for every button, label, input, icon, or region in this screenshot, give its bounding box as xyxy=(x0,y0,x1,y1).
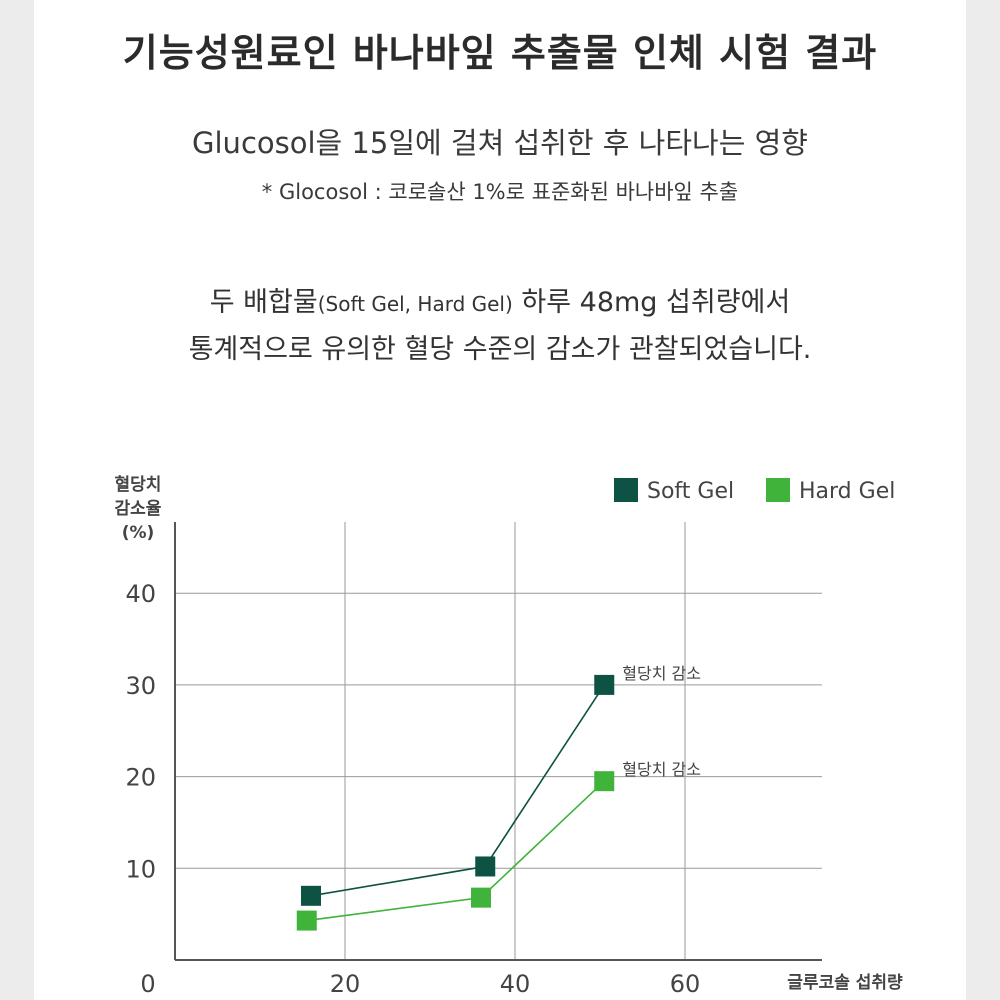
footnote: * Glocosol : 코로솔산 1%로 표준화된 바나바잎 추출 xyxy=(261,180,739,204)
series-annotation: 혈당치 감소 xyxy=(622,664,701,683)
legend-label: Soft Gel xyxy=(647,479,734,504)
data-point xyxy=(475,856,496,877)
legend-swatch xyxy=(614,478,638,502)
description-dose: 48mg xyxy=(579,287,658,318)
series-annotation: 혈당치 감소 xyxy=(622,760,701,779)
series-line xyxy=(306,780,605,922)
y-axis-label: 혈당치 xyxy=(115,474,162,495)
y-axis-label: (%) xyxy=(122,523,155,543)
legend-label: Hard Gel xyxy=(799,479,895,504)
series-line xyxy=(310,684,605,897)
description-formulations: (Soft Gel, Hard Gel) xyxy=(317,292,513,316)
x-tick-label: 60 xyxy=(670,970,701,998)
data-point xyxy=(594,674,615,695)
data-point xyxy=(296,910,317,931)
description: 두 배합물(Soft Gel, Hard Gel) 하루 48mg 섭취량에서 … xyxy=(0,280,1000,373)
data-point xyxy=(301,885,321,906)
page-subtitle: Glucosol을 15일에 걸쳐 섭취한 후 나타나는 영향 xyxy=(192,126,808,160)
x-tick-label: 0 xyxy=(140,970,155,998)
y-tick-label: 30 xyxy=(125,672,156,700)
y-tick-label: 20 xyxy=(125,764,156,792)
content-panel xyxy=(34,0,966,1000)
y-axis-label: 감소율 xyxy=(115,499,162,519)
y-tick-label: 10 xyxy=(125,855,156,883)
data-point xyxy=(594,771,615,792)
description-line-1: 두 배합물(Soft Gel, Hard Gel) 하루 48mg 섭취량에서 xyxy=(0,280,1000,327)
x-axis-label: 글루코솔 섭취량 xyxy=(787,972,903,993)
x-tick-label: 40 xyxy=(500,970,531,998)
y-tick-label: 40 xyxy=(125,580,156,608)
description-text-c: 섭취량에서 xyxy=(657,287,791,318)
description-text-a: 두 배합물 xyxy=(209,287,318,318)
page-title: 기능성원료인 바나바잎 추출물 인체 시험 결과 xyxy=(122,31,878,75)
data-point xyxy=(471,887,491,908)
x-tick-label: 20 xyxy=(330,970,361,998)
description-text-b: 하루 xyxy=(512,287,580,318)
description-line-2: 통계적으로 유의한 혈당 수준의 감소가 관찰되었습니다. xyxy=(188,334,812,365)
legend-swatch xyxy=(766,478,790,502)
